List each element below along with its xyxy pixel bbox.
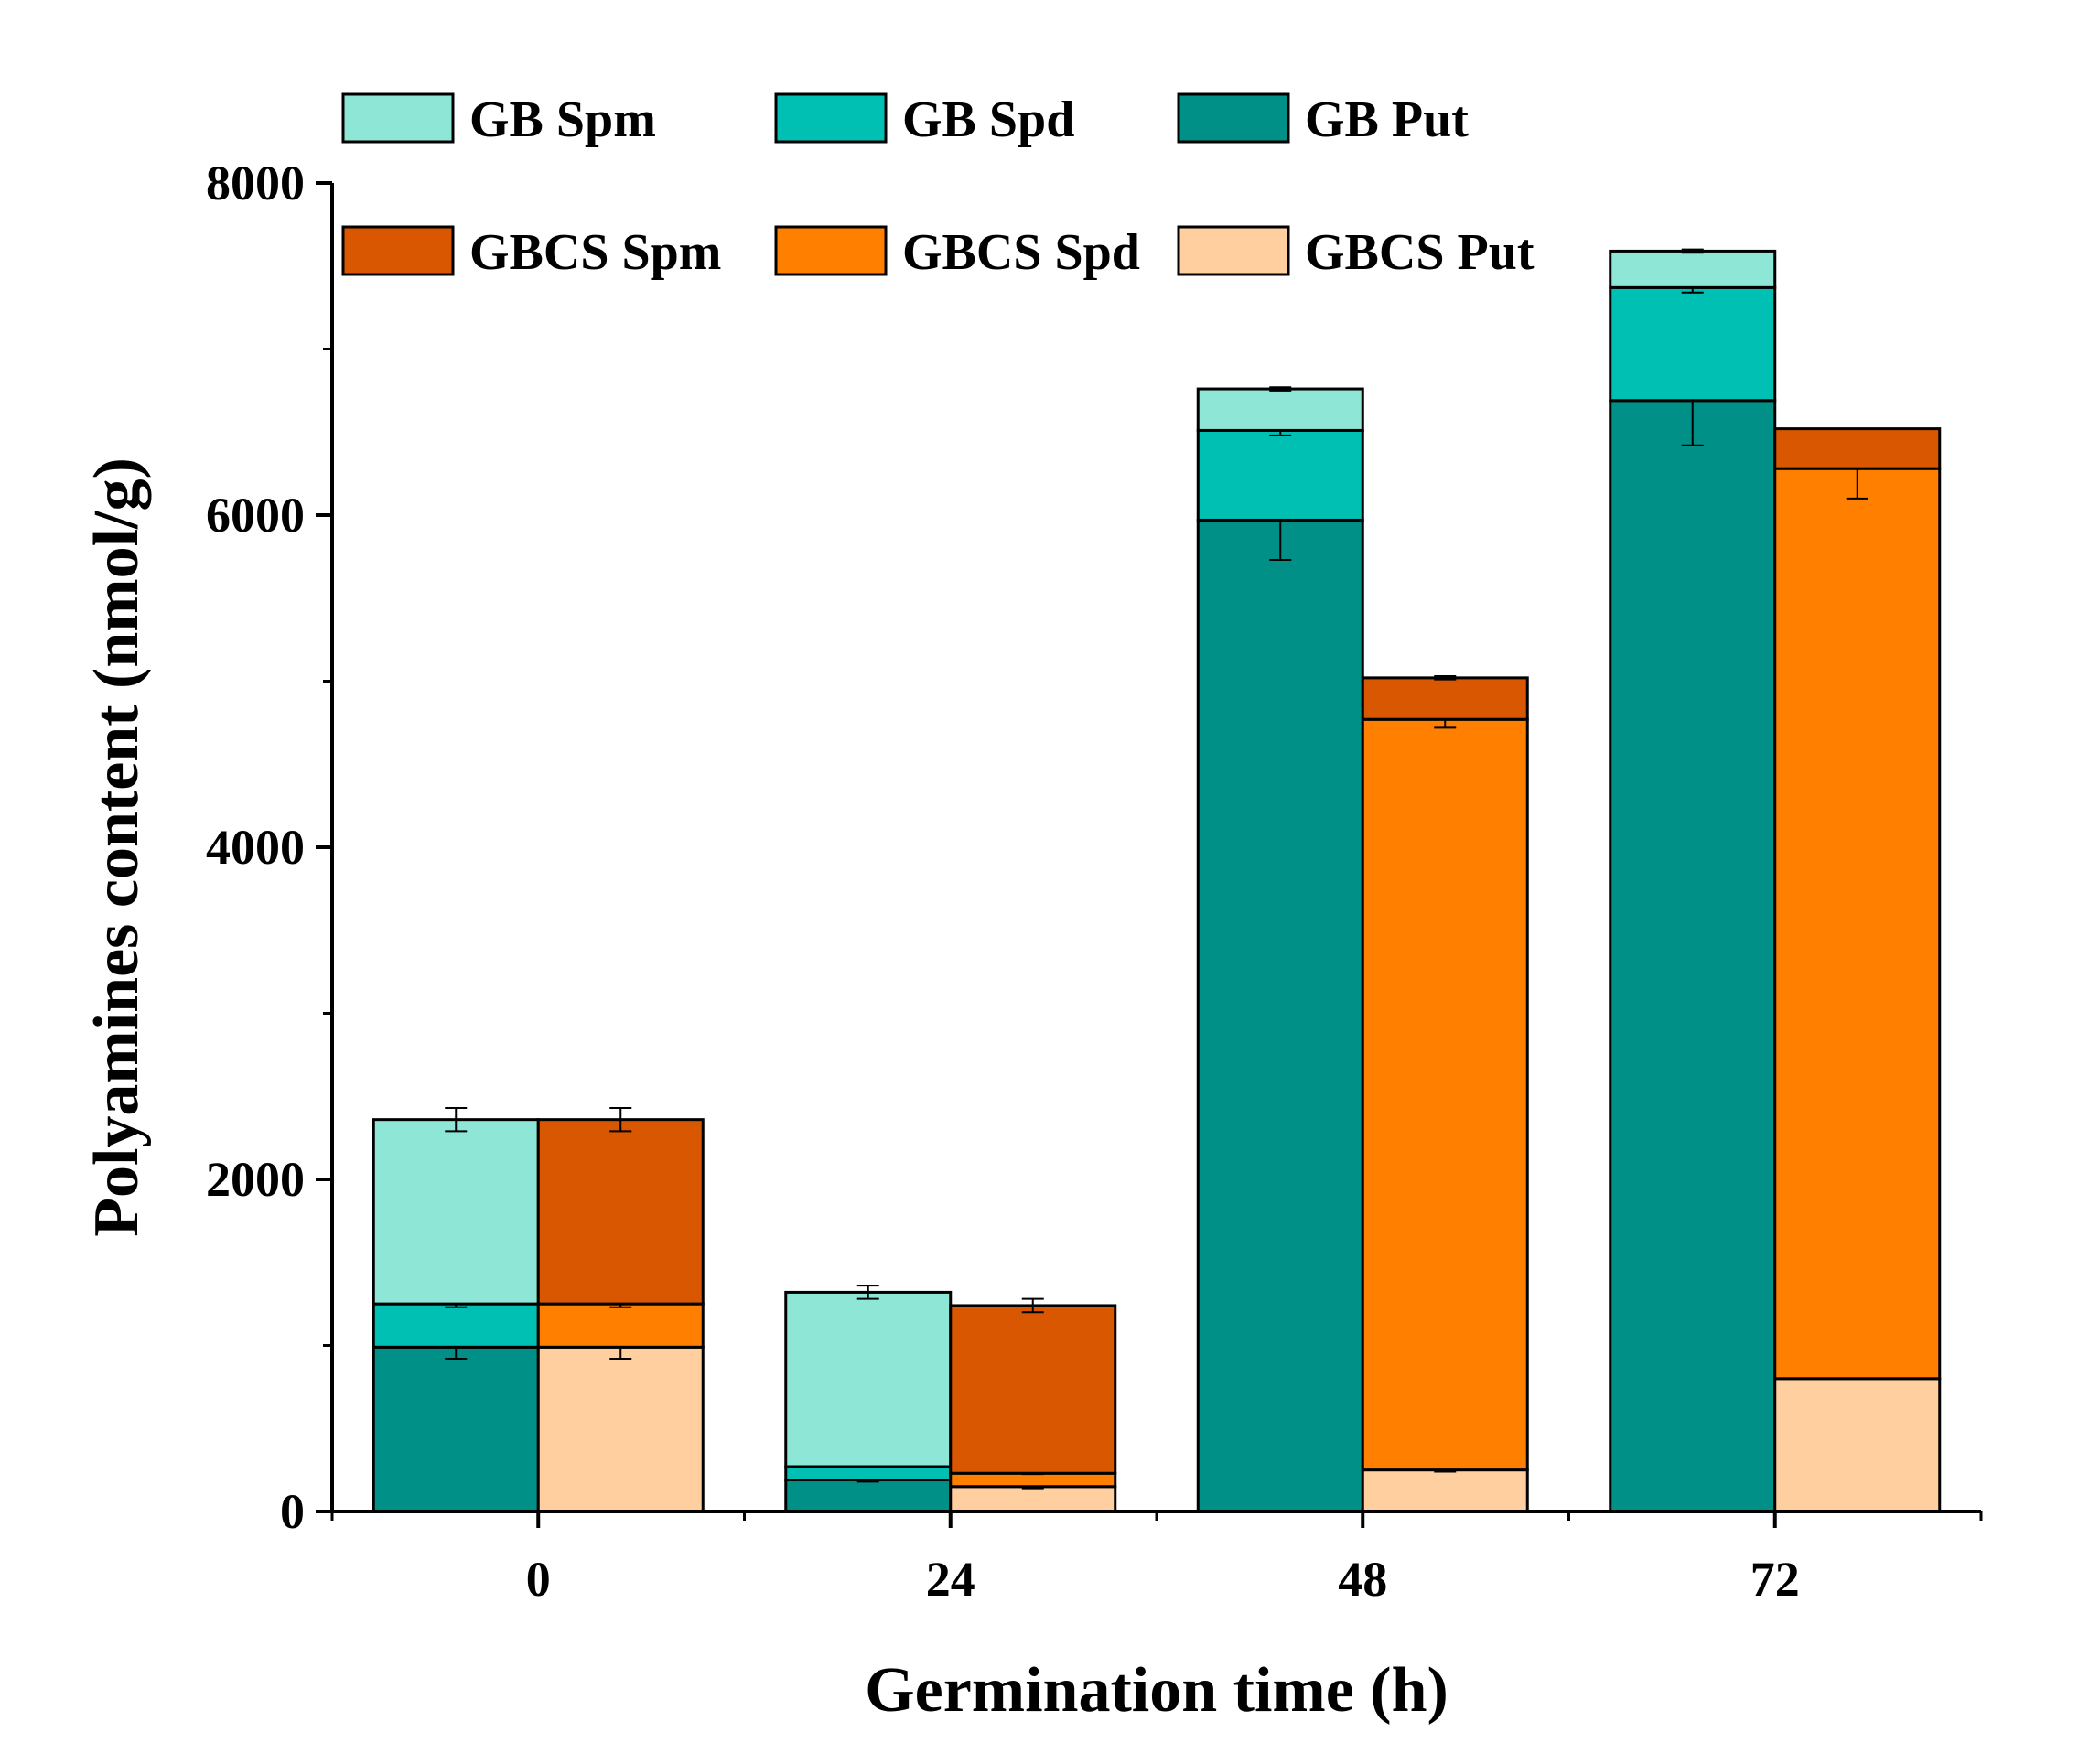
y-axis-title: Polyamines content (nmol/g) [81,457,152,1237]
legend-label-gb-spm: GB Spm [469,91,656,148]
bar-segment-gbcs-spd-0 [536,1302,705,1349]
bar-segment-gbcs-spm-72 [1773,427,1942,470]
x-axis-title: Germination time (h) [865,1655,1448,1726]
legend-swatch-gbcs-put [1177,225,1290,276]
bar-segment-gb-spd-48 [1196,428,1364,522]
bar-segment-gbcs-put-48 [1361,1468,1529,1513]
y-tick-label: 4000 [206,820,305,875]
y-tick-label: 8000 [206,156,305,210]
legend-label-gbcs-spd: GBCS Spd [902,224,1140,281]
legend-swatch-gb-spm [341,92,455,144]
bar-segment-gb-spd-24 [784,1465,953,1482]
bar-segment-gbcs-put-72 [1773,1377,1942,1513]
bar-segment-gbcs-spd-24 [949,1471,1117,1489]
bar-segment-gb-put-24 [784,1479,953,1513]
x-axis: 0 24 48 72 [330,1510,1983,1607]
bar-segment-gbcs-spm-0 [536,1118,705,1306]
bar-segment-gbcs-put-0 [536,1345,705,1513]
bar-segment-gb-spm-0 [372,1118,540,1306]
y-axis: 0 2000 4000 6000 8000 [206,156,334,1539]
bar-segment-gb-spm-24 [784,1290,953,1468]
legend-swatch-gbcs-spm [341,225,455,276]
x-tick-label: 48 [1338,1552,1387,1607]
y-tick-label: 2000 [206,1152,305,1207]
legend-label-gbcs-put: GBCS Put [1305,224,1535,281]
legend: GB Spm GB Spd GB Put GBCS Spm GBCS Spd GBCS P… [341,91,1535,281]
x-tick-label: 72 [1750,1552,1800,1607]
legend-swatch-gb-spd [774,92,888,144]
legend-label-gb-put: GB Put [1305,91,1469,148]
y-tick-label: 0 [280,1484,305,1539]
bar-segment-gb-put-0 [372,1345,540,1513]
bar-segment-gbcs-spm-48 [1361,676,1529,721]
plot-area [372,248,1942,1513]
legend-swatch-gb-put [1177,92,1290,144]
bar-segment-gbcs-spd-48 [1361,717,1529,1472]
bar-segment-gb-put-48 [1196,518,1364,1513]
x-tick-label: 0 [526,1552,551,1607]
y-tick-label: 6000 [206,488,305,543]
legend-label-gbcs-spm: GBCS Spm [469,224,721,281]
bar-segment-gb-put-72 [1609,399,1777,1513]
x-tick-label: 24 [926,1552,975,1607]
bar-segment-gbcs-spd-72 [1773,467,1942,1381]
bar-segment-gbcs-spm-24 [949,1304,1117,1475]
bar-segment-gb-spd-0 [372,1302,540,1349]
bar-segment-gb-spm-48 [1196,387,1364,432]
bar-segment-gbcs-put-24 [949,1485,1117,1513]
legend-swatch-gbcs-spd [774,225,888,276]
bar-segment-gb-spd-72 [1609,285,1777,403]
bar-segment-gb-spm-72 [1609,249,1777,289]
legend-label-gb-spd: GB Spd [902,91,1074,148]
